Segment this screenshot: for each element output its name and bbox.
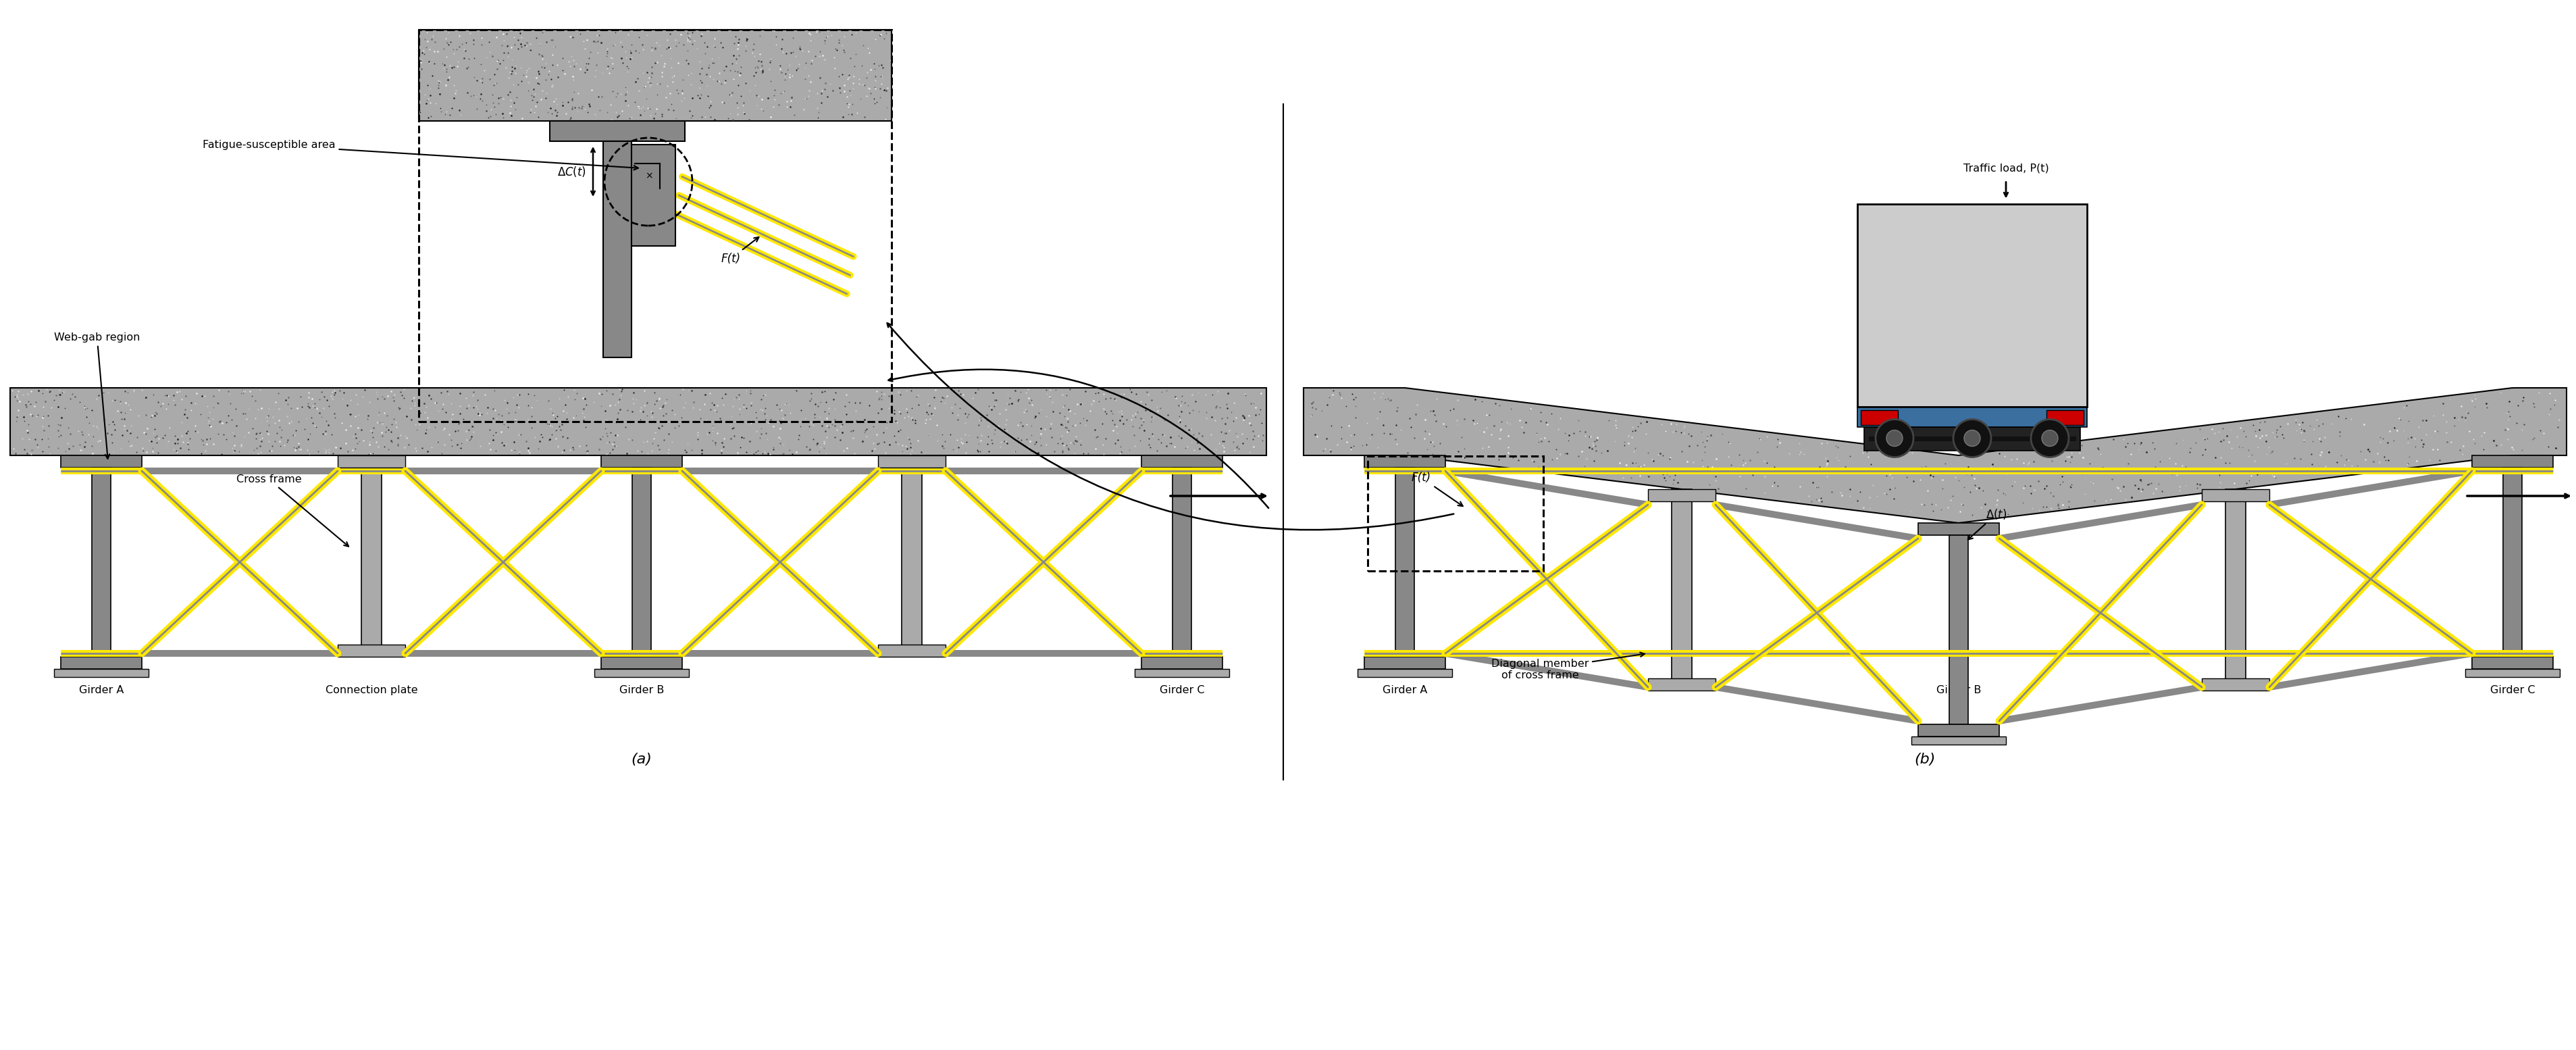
Circle shape <box>1963 430 1981 446</box>
Text: (a): (a) <box>631 753 652 766</box>
Text: (c): (c) <box>626 453 644 465</box>
Bar <box>2504 467 2522 656</box>
Bar <box>878 645 945 656</box>
Circle shape <box>1953 419 1991 457</box>
Text: ×: × <box>644 171 652 181</box>
Text: $\Delta(t)$: $\Delta(t)$ <box>1968 507 2007 540</box>
Bar <box>1141 456 1224 467</box>
Bar <box>600 656 683 669</box>
Text: Connection plate: Connection plate <box>325 686 417 695</box>
Text: Web-gab region: Web-gab region <box>54 333 139 459</box>
Bar <box>631 467 652 656</box>
Bar <box>2473 456 2553 467</box>
Bar <box>1919 724 1999 736</box>
Bar <box>420 29 891 121</box>
Bar <box>902 456 922 656</box>
Bar <box>420 29 891 422</box>
Bar <box>603 141 631 357</box>
Polygon shape <box>1303 387 2566 523</box>
Text: Cross frame: Cross frame <box>237 475 348 546</box>
Text: Girder B: Girder B <box>618 686 665 695</box>
Bar <box>631 145 675 246</box>
Circle shape <box>2043 430 2058 446</box>
Bar <box>1857 204 2087 406</box>
Bar <box>54 669 149 677</box>
Bar <box>1950 536 1968 724</box>
Bar <box>2045 410 2084 424</box>
Bar <box>1672 489 1692 691</box>
Bar <box>1133 669 1229 677</box>
Text: F(t): F(t) <box>1412 471 1463 506</box>
Bar <box>878 456 945 467</box>
Bar <box>1141 656 1224 669</box>
Text: $\Delta C(t)$: $\Delta C(t)$ <box>556 165 587 178</box>
Circle shape <box>1875 419 1914 457</box>
Bar <box>1365 456 1445 467</box>
Text: Girder A: Girder A <box>1383 686 1427 695</box>
Bar <box>1172 467 1193 656</box>
Bar <box>361 456 381 656</box>
Bar <box>1649 678 1716 691</box>
Text: Girder C: Girder C <box>1159 686 1206 695</box>
Bar <box>2226 489 2246 691</box>
Bar <box>2202 678 2269 691</box>
Bar <box>2473 656 2553 669</box>
Bar <box>1911 736 2007 744</box>
Bar <box>2202 489 2269 501</box>
Bar <box>1365 656 1445 669</box>
Text: Girder B: Girder B <box>1937 686 1981 695</box>
Text: Fatigue-susceptible area: Fatigue-susceptible area <box>204 140 639 170</box>
Bar <box>549 121 685 141</box>
Bar <box>2465 669 2561 677</box>
Text: Diagonal member
of cross frame: Diagonal member of cross frame <box>1492 652 1643 680</box>
Text: F(t): F(t) <box>721 237 760 265</box>
Circle shape <box>2030 419 2069 457</box>
Text: (b): (b) <box>1914 753 1935 766</box>
Bar <box>337 456 404 467</box>
Bar <box>1396 467 1414 656</box>
Bar <box>1368 456 1543 571</box>
Bar <box>93 467 111 656</box>
Bar <box>62 456 142 467</box>
Bar <box>1860 410 1899 424</box>
Bar <box>1919 523 1999 536</box>
Bar <box>595 669 688 677</box>
Bar <box>10 387 1267 456</box>
Bar <box>600 456 683 467</box>
Text: Girder C: Girder C <box>2491 686 2535 695</box>
Text: Traffic load, P(t): Traffic load, P(t) <box>1963 163 2048 173</box>
Bar <box>1865 426 2081 450</box>
Bar <box>1857 406 2087 426</box>
Bar <box>1649 489 1716 501</box>
Text: Girder A: Girder A <box>80 686 124 695</box>
Circle shape <box>1886 430 1904 446</box>
Bar <box>62 656 142 669</box>
Bar <box>1358 669 1453 677</box>
Bar <box>337 645 404 656</box>
